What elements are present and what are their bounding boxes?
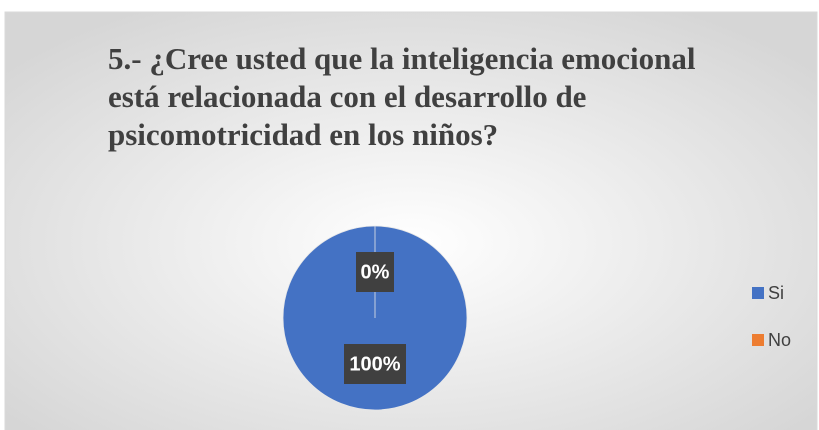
legend-swatch [752,334,764,346]
data-label: 100% [349,353,400,375]
chart-title: 5.- ¿Cree usted que la inteligencia emoc… [108,41,696,152]
data-label: 0% [361,261,390,283]
legend-swatch [752,287,764,299]
legend-label: No [768,330,791,350]
legend-label: Si [768,283,784,303]
data-label-box [344,344,406,384]
data-label-box [356,252,394,292]
